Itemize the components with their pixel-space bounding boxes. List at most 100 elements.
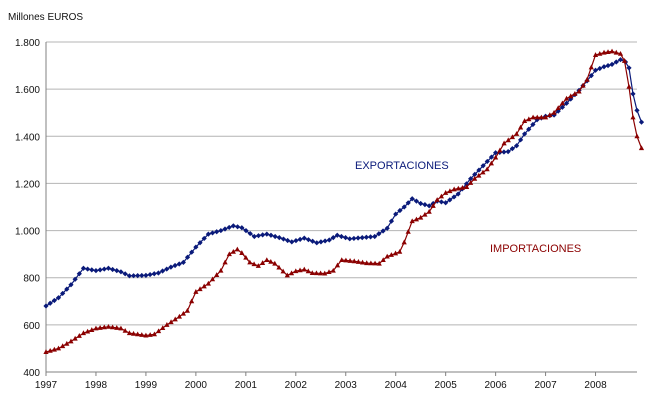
data-point [218, 227, 224, 234]
data-point [488, 154, 495, 160]
data-point [264, 257, 270, 263]
x-tick-label: 2003 [335, 380, 358, 391]
data-point [384, 253, 390, 259]
data-point [114, 268, 120, 274]
data-point [155, 328, 162, 334]
data-point [280, 268, 286, 274]
series-label-importaciones: IMPORTACIONES [490, 243, 581, 255]
y-tick-label: 1.800 [15, 38, 40, 49]
data-point [239, 225, 245, 231]
data-point [534, 114, 540, 120]
data-point [205, 231, 211, 237]
data-point [551, 109, 557, 115]
data-point [626, 83, 632, 89]
data-point [476, 172, 482, 178]
data-point [276, 235, 282, 241]
data-point [459, 184, 466, 190]
data-point [247, 230, 253, 237]
data-point [330, 267, 336, 273]
data-point [372, 233, 378, 240]
data-point [393, 211, 399, 217]
data-point [334, 232, 340, 238]
data-point [621, 58, 628, 63]
data-point [376, 260, 382, 266]
data-point [218, 267, 224, 273]
data-point [318, 239, 324, 245]
data-point [222, 259, 228, 265]
data-point [214, 272, 220, 277]
data-point [455, 185, 461, 191]
data-point [505, 149, 511, 155]
x-tick-label: 2007 [534, 380, 557, 391]
data-point [155, 270, 162, 276]
data-point [284, 272, 290, 278]
data-point [422, 202, 428, 208]
data-point [64, 286, 70, 292]
data-point [455, 191, 461, 197]
data-point [547, 112, 553, 118]
series-layer [43, 48, 645, 354]
data-point [85, 328, 91, 334]
data-point [118, 325, 124, 331]
data-point [64, 340, 70, 346]
data-point [139, 272, 145, 279]
data-point [43, 349, 49, 354]
data-point [313, 270, 320, 276]
y-tick-label: 1.400 [15, 132, 40, 143]
data-point [384, 225, 390, 231]
data-point [322, 270, 328, 276]
gridlines [46, 41, 637, 326]
data-point [501, 149, 507, 155]
data-point [314, 240, 320, 246]
data-point [230, 223, 236, 229]
data-point [80, 265, 87, 271]
data-point [80, 330, 87, 336]
data-point [530, 114, 536, 120]
data-point [347, 258, 353, 263]
x-tick-label: 1999 [135, 380, 158, 391]
data-point [201, 283, 207, 289]
data-point [326, 237, 332, 243]
data-point [85, 266, 91, 272]
data-point [164, 266, 170, 272]
data-point [118, 269, 124, 275]
data-point [172, 262, 178, 269]
data-point [468, 180, 474, 185]
data-point [293, 238, 299, 244]
data-point [309, 270, 315, 275]
data-point [605, 49, 611, 55]
data-point [338, 233, 345, 240]
data-point [264, 231, 270, 237]
data-point [426, 208, 432, 214]
data-point [105, 323, 112, 329]
data-point [514, 143, 520, 149]
data-point [318, 270, 324, 276]
data-point [97, 325, 103, 330]
data-point [501, 140, 507, 146]
data-point [555, 105, 561, 110]
x-tick-label: 2008 [584, 380, 607, 391]
data-point [613, 49, 619, 55]
data-point [93, 268, 99, 274]
data-point [372, 260, 378, 266]
data-point [584, 76, 590, 82]
data-point [143, 272, 149, 278]
data-point [310, 238, 316, 244]
data-point [617, 50, 624, 56]
x-tick-label: 2005 [435, 380, 458, 391]
data-point [514, 131, 520, 136]
data-point [601, 64, 607, 70]
data-point [68, 282, 74, 288]
data-point [592, 52, 599, 57]
data-point [376, 231, 382, 237]
data-point [68, 338, 74, 344]
x-tick-label: 2002 [285, 380, 308, 391]
data-point [526, 126, 532, 132]
data-point [588, 64, 594, 70]
data-point [60, 290, 66, 297]
data-point [630, 114, 636, 120]
data-point [251, 261, 257, 267]
data-point [297, 236, 303, 242]
data-point [51, 297, 57, 304]
data-point [563, 95, 570, 101]
